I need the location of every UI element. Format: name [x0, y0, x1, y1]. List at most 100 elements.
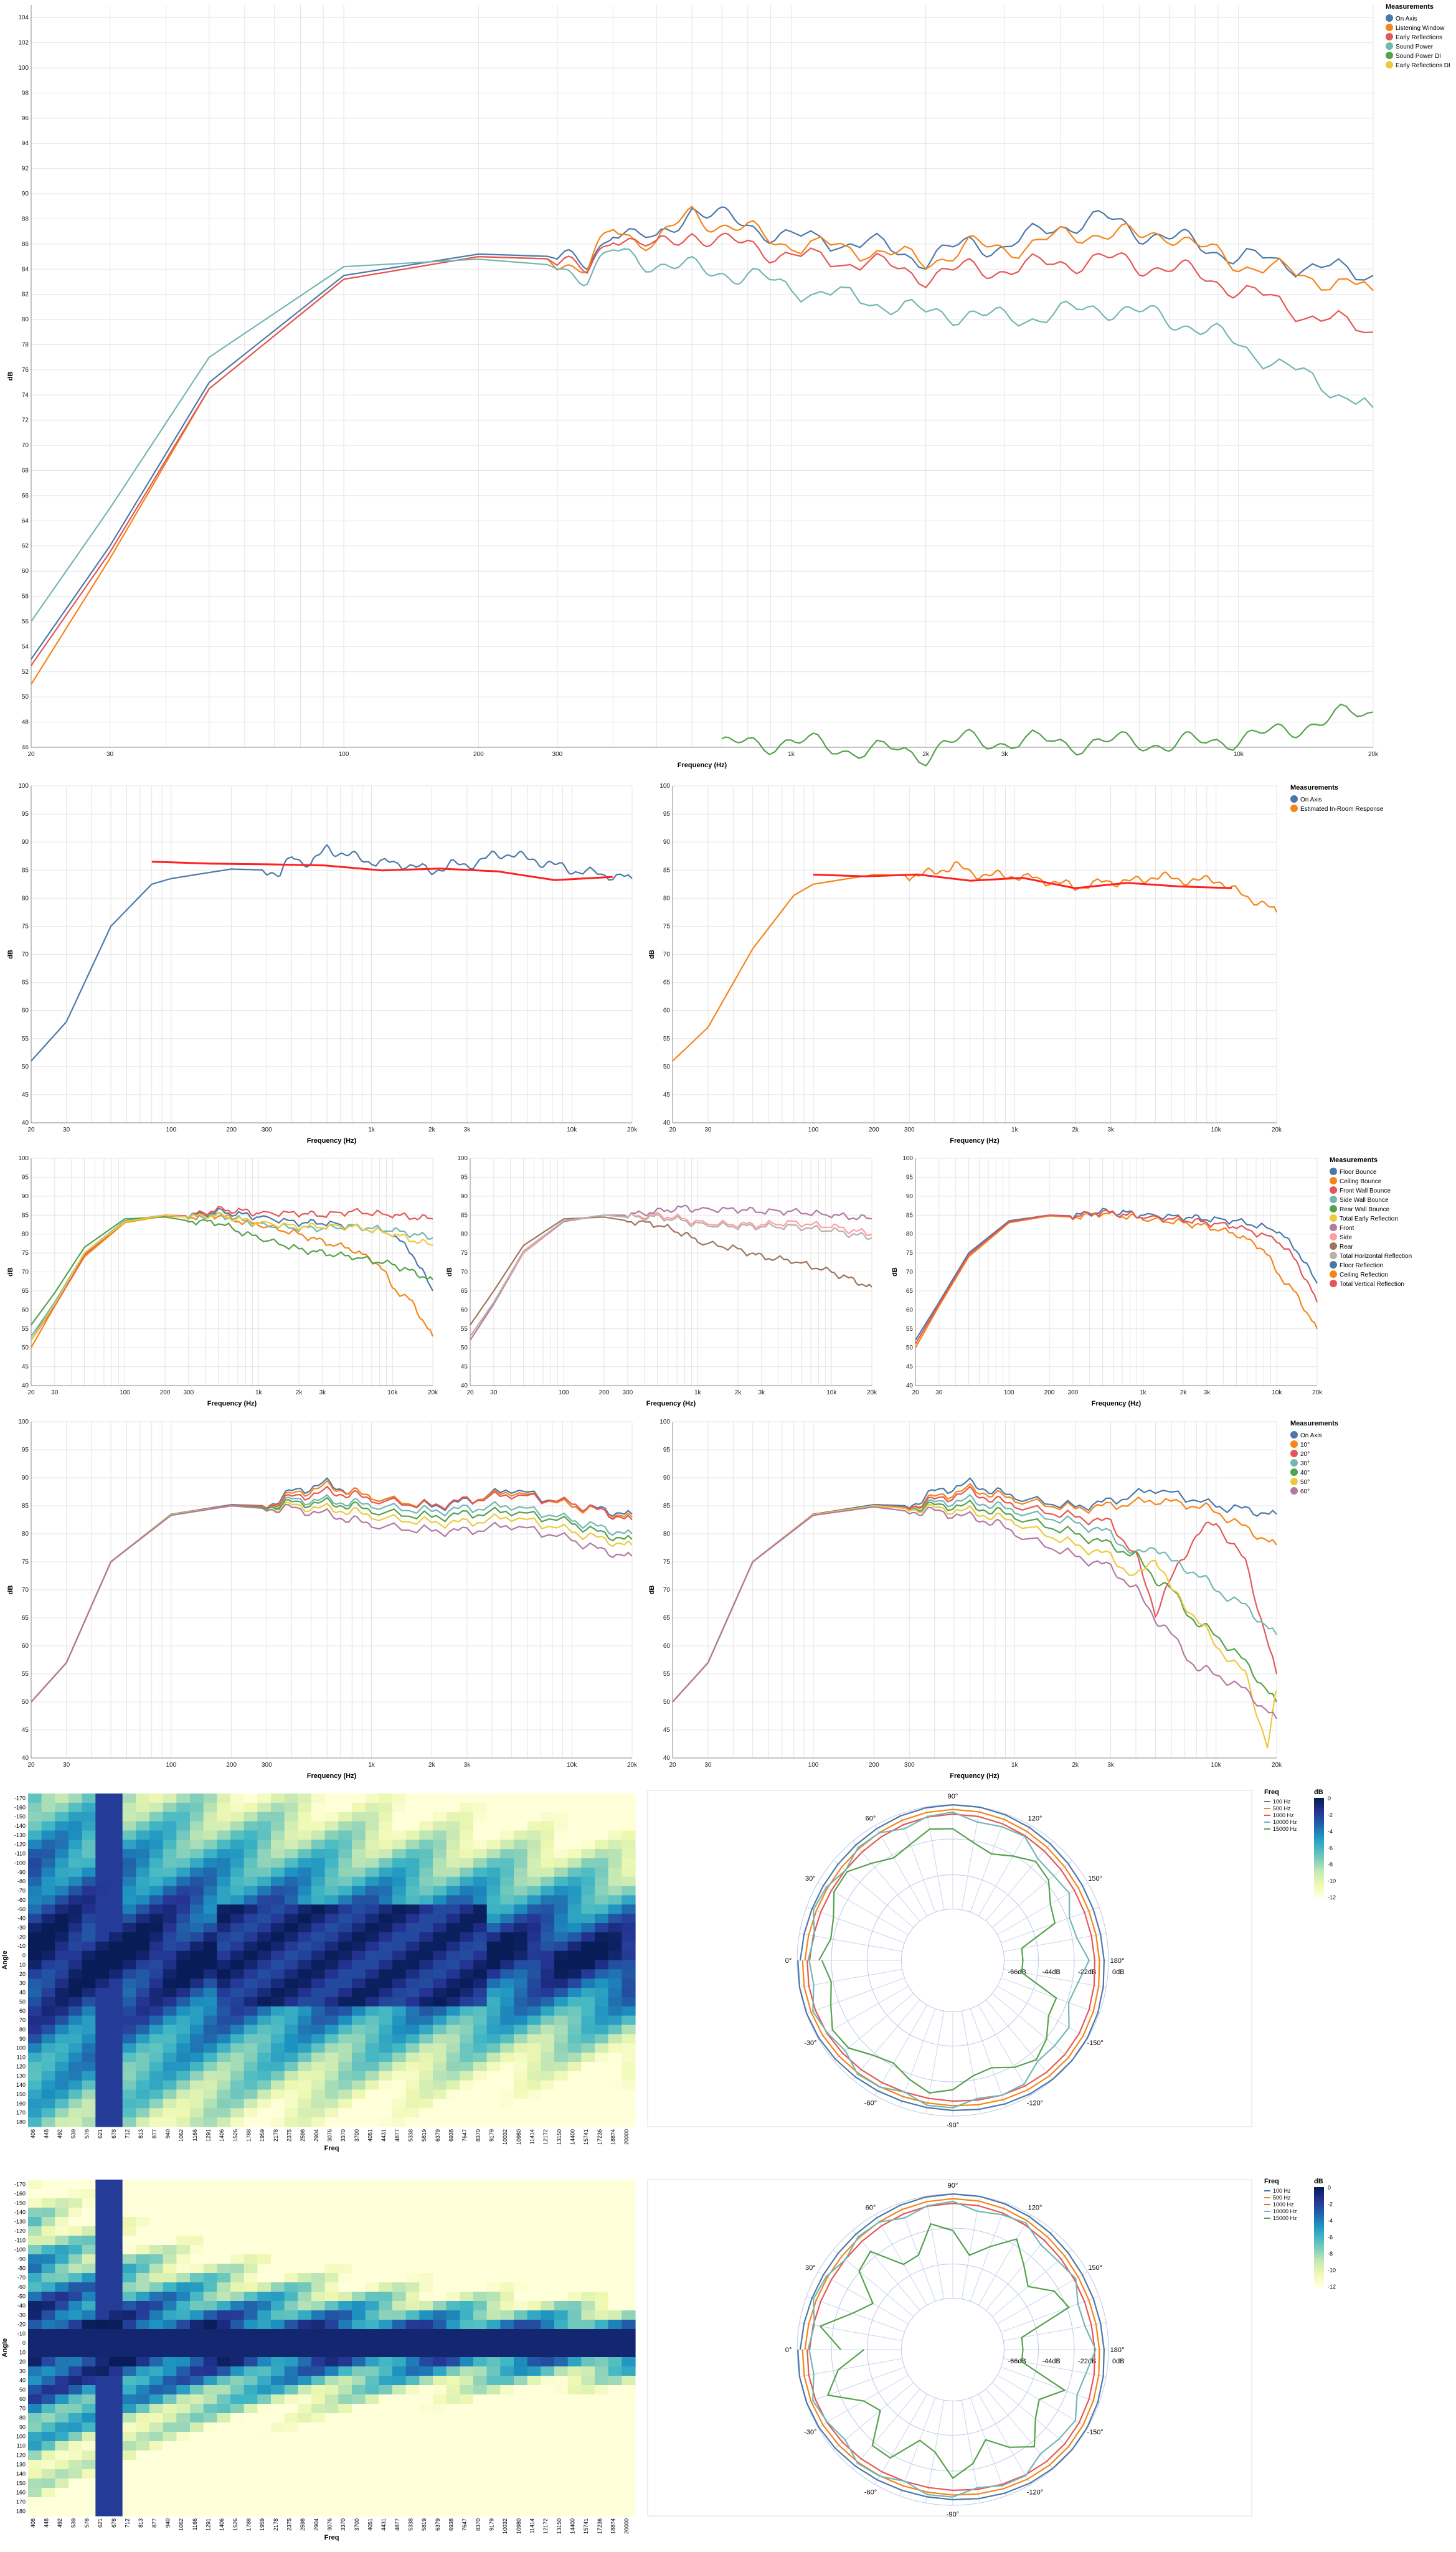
heatmap-cell — [365, 2015, 379, 2026]
heatmap-cell — [446, 2180, 460, 2190]
colorbar-title: dB — [1314, 1789, 1323, 1796]
heatmap-cell — [473, 1960, 488, 1970]
heatmap-cell — [28, 1941, 42, 1952]
heatmap-cell — [163, 2208, 177, 2218]
heatmap-cell — [473, 2053, 488, 2063]
heatmap-cell — [581, 1923, 595, 1933]
heatmap-cell — [554, 2320, 569, 2330]
heatmap-cell — [149, 2488, 164, 2498]
x-tick-label: 20 — [27, 1389, 35, 1396]
heatmap-cell — [95, 2282, 110, 2292]
heatmap-cell — [500, 2310, 514, 2320]
heatmap-cell — [554, 2394, 569, 2404]
heatmap-cell — [324, 2310, 339, 2320]
colorbar-step — [1314, 2187, 1324, 2190]
heatmap-cell — [271, 1978, 285, 1988]
heatmap-cell — [324, 2273, 339, 2283]
heatmap-cell — [230, 1812, 245, 1822]
heatmap-cell — [352, 1960, 366, 1970]
heatmap-cell — [527, 2329, 541, 2339]
legend-item-label: Listening Window — [1396, 25, 1445, 32]
colorbar-step — [1314, 2212, 1324, 2215]
heatmap-cell — [109, 2198, 123, 2208]
x-tick-label: 3k — [1204, 1389, 1211, 1396]
heatmap-cell — [514, 1978, 528, 1988]
heatmap-cell — [473, 2089, 488, 2100]
heatmap-cell — [352, 2488, 366, 2498]
heatmap-cell — [149, 2273, 164, 2283]
heatmap-cell — [500, 1997, 514, 2007]
heatmap-cell — [163, 1941, 177, 1952]
heatmap-cell — [95, 1867, 110, 1878]
heatmap-cell — [298, 2053, 312, 2063]
heatmap-cell — [433, 2108, 447, 2118]
heatmap-cell — [257, 2348, 272, 2358]
heatmap-cell — [271, 1960, 285, 1970]
heatmap-cell — [149, 2245, 164, 2255]
heatmap-cell — [95, 2264, 110, 2274]
colorbar-step — [1314, 1873, 1324, 1876]
heatmap-cell — [473, 2080, 488, 2091]
heatmap-cell — [581, 2292, 595, 2302]
heatmap-cell — [500, 1895, 514, 1905]
heatmap-cell — [595, 2413, 609, 2423]
y-tick-label: -40 — [17, 2303, 26, 2309]
heatmap-cell — [352, 2507, 366, 2517]
heatmap-cell — [257, 1941, 272, 1952]
heatmap-cell — [581, 2034, 595, 2044]
heatmap-cell — [419, 2053, 433, 2063]
heatmap-cell — [69, 2034, 83, 2044]
heatmap-cell — [433, 2034, 447, 2044]
heatmap-cell — [69, 2245, 83, 2255]
y-tick-label: 46 — [22, 744, 29, 751]
heatmap-cell — [514, 2348, 528, 2358]
heatmap-cell — [41, 2479, 55, 2488]
heatmap-cell — [257, 2025, 272, 2035]
heatmap-cell — [581, 2348, 595, 2358]
x-tick-label: 30 — [704, 1762, 712, 1769]
spoke-line — [925, 2196, 945, 2299]
heatmap-cell — [567, 1802, 582, 1813]
heatmap-cell — [527, 1969, 541, 1979]
heatmap-cell — [460, 2236, 474, 2246]
heatmap-cell — [405, 2329, 420, 2339]
heatmap-cell — [567, 2338, 582, 2348]
heatmap-cell — [203, 2432, 217, 2442]
heatmap-cell — [82, 1895, 96, 1905]
heatmap-cell — [608, 1932, 622, 1942]
heatmap-cell — [176, 2441, 191, 2451]
heatmap-cell — [41, 2236, 55, 2246]
heatmap-cell — [190, 2108, 204, 2118]
heatmap-cell — [95, 2006, 110, 2016]
x-tick-label: 1959 — [259, 2129, 265, 2142]
legend-item-label: Ceiling Reflection — [1340, 1272, 1388, 1278]
heatmap-cell — [379, 2236, 393, 2246]
y-tick-label: 86 — [22, 241, 29, 248]
heatmap-cell — [122, 2320, 136, 2330]
heatmap-cell — [217, 2198, 231, 2208]
heatmap-cell — [284, 1895, 298, 1905]
heatmap-cell — [311, 2006, 326, 2016]
heatmap-cell — [176, 2208, 191, 2218]
heatmap-cell — [419, 1849, 433, 1859]
heatmap-cell — [567, 1821, 582, 1831]
heatmap-cell — [405, 1988, 420, 1998]
heatmap-cell — [190, 2254, 204, 2264]
heatmap-cell — [608, 2404, 622, 2414]
heatmap-cell — [567, 1997, 582, 2007]
heatmap-cell — [55, 2254, 69, 2264]
heatmap-cell — [136, 2254, 150, 2264]
y-tick-label: 55 — [663, 1671, 671, 1678]
heatmap-cell — [298, 2099, 312, 2109]
heatmap-cell — [324, 1950, 339, 1961]
heatmap-cell — [405, 2108, 420, 2118]
y-tick-label: 100 — [659, 1419, 670, 1425]
heatmap-cell — [271, 2479, 285, 2488]
heatmap-cell — [581, 1830, 595, 1840]
heatmap-cell — [41, 2208, 55, 2218]
heatmap-cell — [365, 2385, 379, 2395]
x-tick-label: 10k — [387, 1389, 398, 1396]
heatmap-cell — [149, 2338, 164, 2348]
heatmap-cell — [514, 2236, 528, 2246]
heatmap-cell — [203, 1886, 217, 1896]
